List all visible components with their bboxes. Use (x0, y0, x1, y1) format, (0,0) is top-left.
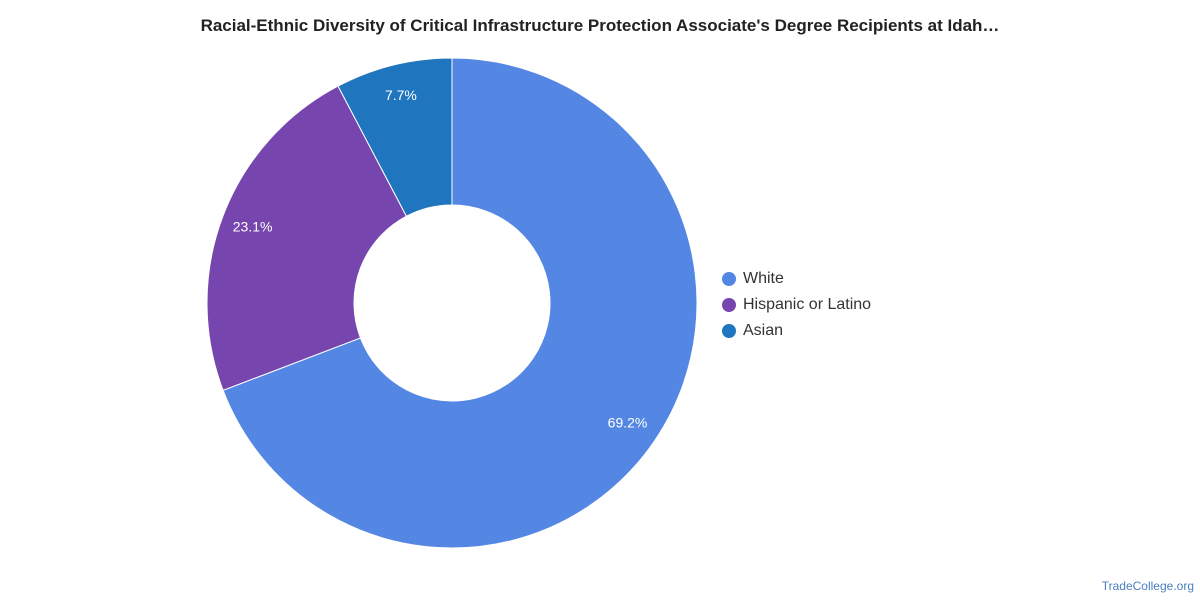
legend-swatch-white (722, 272, 736, 286)
chart-title: Racial-Ethnic Diversity of Critical Infr… (200, 16, 1000, 35)
slice-hispanic-or-latino[interactable] (206, 85, 408, 391)
slice-label-white: 69.2% (608, 415, 648, 431)
slice-asian[interactable] (337, 57, 453, 217)
legend-label-asian: Asian (743, 322, 784, 339)
chart-legend: White Hispanic or Latino Asian (722, 266, 871, 344)
slice-label-asian: 7.7% (385, 87, 417, 103)
slice-white[interactable] (222, 57, 698, 549)
source-watermark[interactable]: TradeCollege.org (1101, 579, 1194, 593)
slice-label-hispanic-or-latino: 23.1% (233, 218, 273, 234)
legend-item-asian[interactable]: Asian (722, 318, 871, 344)
legend-swatch-hispanic-or-latino (722, 298, 736, 312)
legend-label-white: White (743, 270, 784, 287)
legend-swatch-asian (722, 324, 736, 338)
legend-item-hispanic-or-latino[interactable]: Hispanic or Latino (722, 292, 871, 318)
legend-label-hispanic-or-latino: Hispanic or Latino (743, 296, 872, 313)
legend-item-white[interactable]: White (722, 266, 871, 292)
